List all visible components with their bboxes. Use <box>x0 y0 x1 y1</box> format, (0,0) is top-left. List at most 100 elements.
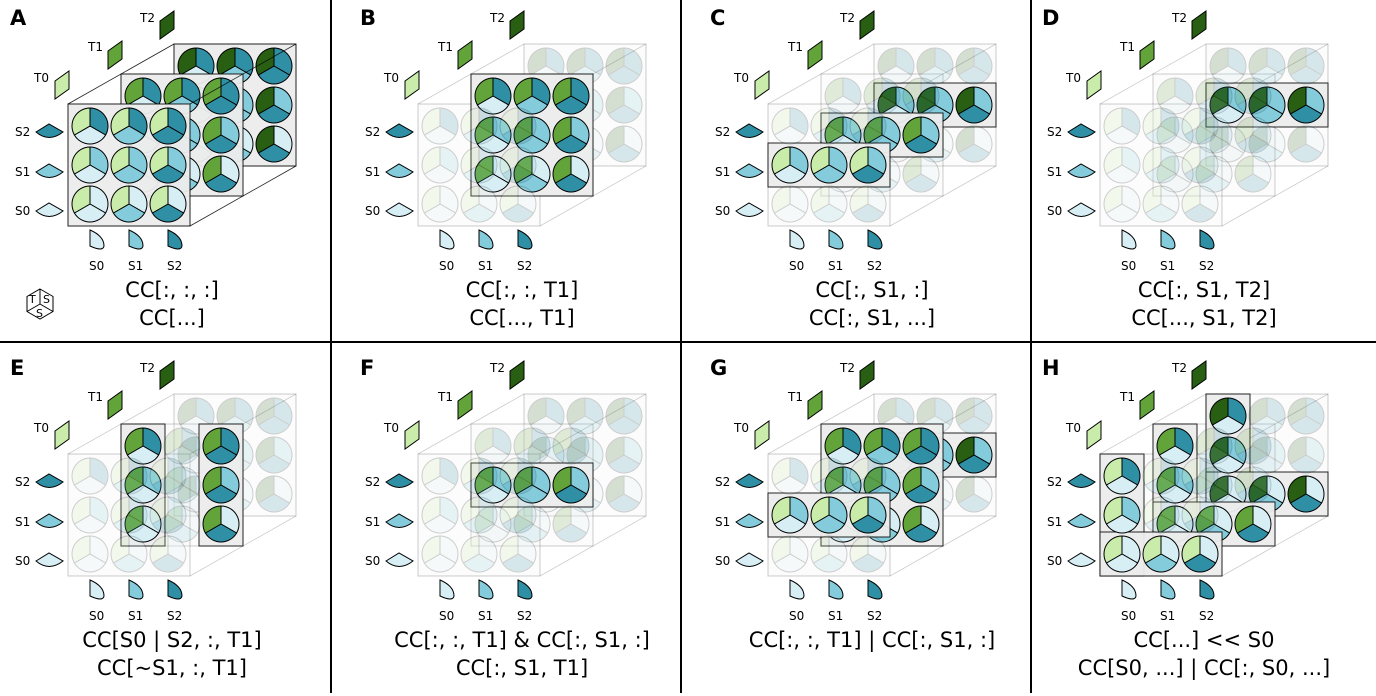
divider-vertical <box>330 0 332 693</box>
pie-cell <box>902 427 940 465</box>
s-col-label: S0 <box>1121 609 1136 623</box>
s-col-label: S1 <box>478 609 493 623</box>
caption-line-1: CC[S0 | S2, :, T1] <box>82 628 262 652</box>
svg-text:T: T <box>28 293 36 306</box>
s-row-label: S2 <box>15 475 30 489</box>
pie-cell <box>1248 86 1286 124</box>
pie-cell <box>849 496 887 534</box>
pie-cell <box>124 427 162 465</box>
panel-h: T0 T1 T2 S0 S1 S2 S0 S1 S2 H CC[...] << S0 CC[S0… <box>1032 350 1376 696</box>
pie-cell <box>1248 125 1286 163</box>
pie-cell <box>513 466 551 504</box>
pie-cell <box>771 185 809 223</box>
t-axis-label: T2 <box>839 11 855 25</box>
pie-cell <box>863 77 901 115</box>
panel-e: T0 T1 T2 S0 S1 S2 S0 S1 S2 E CC[S0 | S2, :, T1] … <box>0 350 344 696</box>
pie-cell <box>1234 466 1272 504</box>
pie-cell <box>1181 535 1219 573</box>
s-col-label: S0 <box>1121 259 1136 273</box>
layer-frame <box>1099 103 1223 227</box>
pie-cell <box>1234 505 1272 543</box>
s-row-label: S2 <box>715 125 730 139</box>
pie-cell <box>110 107 148 145</box>
s-row-swatch <box>1067 123 1096 138</box>
pie-cell <box>605 475 643 513</box>
pie-cell <box>163 466 201 504</box>
pie-cell <box>849 185 887 223</box>
pie-cell <box>513 505 551 543</box>
pie-cell <box>1181 146 1219 184</box>
pie-cell <box>605 125 643 163</box>
pie-cell <box>849 457 887 495</box>
s-row-label: S2 <box>365 125 380 139</box>
t-axis-label: T1 <box>1119 390 1135 404</box>
panel-label: C <box>710 6 726 30</box>
s-col-label: S1 <box>1160 609 1175 623</box>
t-axis-swatch <box>159 10 175 40</box>
s-col-label: S2 <box>1199 259 1214 273</box>
s-row-label: S0 <box>365 554 380 568</box>
s-col-label: S2 <box>167 609 182 623</box>
pie-cell <box>421 457 459 495</box>
t-axis-swatch <box>107 40 123 70</box>
cube: T0 T1 T2 S0 S1 S2 S0 S1 S2 T SS <box>15 10 297 320</box>
pie-cell <box>824 77 862 115</box>
pie-cell <box>902 466 940 504</box>
cube: T0 T1 T2 S0 S1 S2 S0 S1 S2 <box>365 10 647 273</box>
t-axis-swatch <box>509 10 525 40</box>
pie-cell <box>71 107 109 145</box>
pie-cell <box>902 77 940 115</box>
s-col-swatch <box>517 579 533 600</box>
caption-line-2: CC[..., S1, T2] <box>1131 306 1277 330</box>
s-col-label: S2 <box>867 609 882 623</box>
s-col-swatch <box>1199 229 1215 250</box>
t-axis-swatch <box>754 70 770 100</box>
pie-cell <box>421 496 459 534</box>
s-row-label: S1 <box>1047 165 1062 179</box>
pie-cell <box>1209 86 1247 124</box>
s-col-swatch <box>478 229 494 250</box>
s-row-swatch <box>1067 552 1096 567</box>
cube-diagram: T0 T1 T2 S0 S1 S2 S0 S1 S2 <box>15 360 297 623</box>
pie-cell <box>877 47 915 85</box>
cube-diagram: T0 T1 T2 S0 S1 S2 S0 S1 S2 <box>715 360 997 623</box>
s-col-swatch <box>1121 229 1137 250</box>
pie-cell <box>1248 397 1286 435</box>
s-row-swatch <box>735 123 764 138</box>
pie-cell <box>1287 475 1325 513</box>
cube: T0 T1 T2 S0 S1 S2 S0 S1 S2 <box>1047 10 1329 273</box>
pie-cell <box>1234 427 1272 465</box>
t-axis-swatch <box>1139 390 1155 420</box>
pie-cell <box>124 466 162 504</box>
pie-cell <box>849 107 887 145</box>
pie-cell <box>955 47 993 85</box>
pie-cell <box>955 475 993 513</box>
pie-cell <box>1103 496 1141 534</box>
pie-cell <box>149 185 187 223</box>
pie-cell <box>499 185 537 223</box>
t-axis-label: T1 <box>787 390 803 404</box>
pie-cell <box>202 505 240 543</box>
pie-cell <box>955 125 993 163</box>
pie-cell <box>513 155 551 193</box>
pie-cell <box>163 505 201 543</box>
pie-cell <box>849 146 887 184</box>
pie-cell <box>566 397 604 435</box>
t-axis-label: T0 <box>383 421 399 435</box>
pie-cell <box>849 535 887 573</box>
pie-cell <box>202 77 240 115</box>
s-col-swatch <box>828 579 844 600</box>
pie-cell <box>202 466 240 504</box>
pie-cell <box>460 107 498 145</box>
s-col-label: S1 <box>1160 259 1175 273</box>
s-col-swatch <box>517 229 533 250</box>
pie-cell <box>202 116 240 154</box>
pie-cell <box>1287 397 1325 435</box>
panel-label: F <box>360 356 375 380</box>
pie-cell <box>810 185 848 223</box>
pie-cell <box>955 397 993 435</box>
pie-cell <box>1156 466 1194 504</box>
pie-cell <box>110 535 148 573</box>
pie-cell <box>1287 436 1325 474</box>
t-axis-swatch <box>54 420 70 450</box>
